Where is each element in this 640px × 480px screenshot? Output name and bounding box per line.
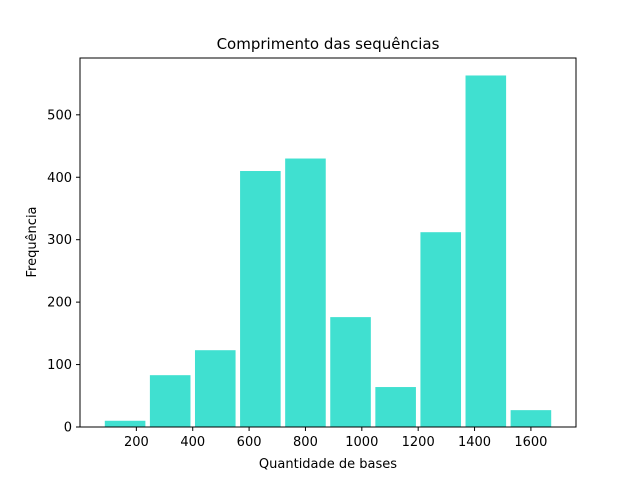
chart-title: Comprimento das sequências [217,35,440,53]
plot-frame [79,57,577,428]
bar-5 [285,158,326,428]
y-axis-label: Frequência [25,206,40,277]
bar-8 [420,232,462,427]
x-tick-label: 600 [237,435,262,450]
bar-4 [240,171,281,427]
x-tick-label: 1600 [514,435,547,450]
bar-9 [465,75,507,427]
x-tick-label: 800 [293,435,318,450]
x-axis-label: Quantidade de bases [259,457,397,472]
bar-1 [104,420,146,427]
x-axis: 200 400 600 800 1000 1200 1400 1600 [124,427,547,450]
y-tick-label: 100 [47,358,72,373]
bar-6 [330,317,371,427]
bar-2 [149,375,191,427]
x-tick-label: 200 [124,435,149,450]
x-tick-label: 1400 [458,435,491,450]
y-tick-label: 300 [47,233,72,248]
bar-7 [375,387,416,427]
y-tick-label: 200 [47,296,72,311]
bars-group [104,75,552,428]
x-tick-label: 400 [180,435,205,450]
bar-3 [194,350,236,427]
bar-10 [510,410,552,427]
y-tick-label: 400 [47,171,72,186]
x-tick-label: 1000 [345,435,378,450]
y-tick-label: 500 [47,108,72,123]
y-axis: 0 100 200 300 400 500 [47,108,80,436]
x-tick-label: 1200 [402,435,435,450]
y-tick-label: 0 [64,421,72,436]
